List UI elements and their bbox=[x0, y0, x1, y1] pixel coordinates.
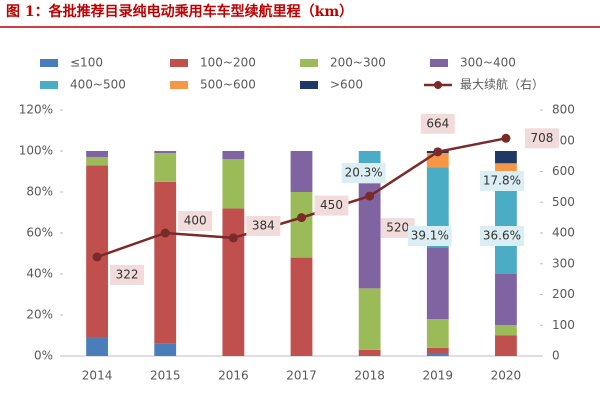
legend-swatch bbox=[430, 59, 448, 67]
value-label-bg bbox=[246, 215, 281, 236]
line-marker bbox=[501, 133, 511, 143]
value-label: 400 bbox=[184, 214, 207, 228]
x-tick-label: 2019 bbox=[423, 369, 454, 383]
bar-segment bbox=[290, 257, 313, 356]
annotation-bg bbox=[479, 226, 524, 246]
annotation: 20.3% bbox=[345, 166, 383, 180]
y2-tick-label: 300 bbox=[552, 256, 575, 270]
bar-segment bbox=[154, 153, 177, 182]
legend-label: 300~400 bbox=[460, 56, 516, 70]
value-label-bg bbox=[314, 195, 349, 216]
annotation-bg bbox=[479, 171, 524, 191]
x-tick-label: 2020 bbox=[491, 369, 522, 383]
legend-swatch bbox=[170, 81, 188, 89]
annotation: 39.1% bbox=[411, 229, 449, 243]
bar-segment bbox=[495, 274, 517, 326]
y-tick-label: 120% bbox=[19, 103, 53, 117]
y2-tick-label: 800 bbox=[552, 103, 575, 117]
line-marker bbox=[228, 233, 238, 243]
line-marker bbox=[92, 252, 102, 262]
legend-marker bbox=[434, 81, 442, 89]
bar-segment bbox=[154, 151, 177, 154]
line-marker bbox=[160, 228, 170, 238]
x-tick-label: 2015 bbox=[150, 369, 181, 383]
line-marker bbox=[433, 147, 443, 157]
value-label: 450 bbox=[320, 198, 343, 212]
y2-tick-label: 200 bbox=[552, 287, 575, 301]
bar-segment bbox=[86, 165, 108, 338]
bar-segment bbox=[426, 353, 449, 356]
x-tick-label: 2018 bbox=[354, 369, 385, 383]
bar-segment bbox=[358, 288, 381, 350]
legend-label: ≤100 bbox=[70, 56, 103, 70]
y2-tick-label: 600 bbox=[552, 164, 575, 178]
value-label-bg bbox=[178, 211, 213, 231]
line-marker bbox=[365, 191, 375, 201]
bar-segment bbox=[154, 181, 177, 344]
annotation-bg bbox=[341, 163, 386, 183]
value-label-bg bbox=[524, 128, 559, 149]
value-label: 384 bbox=[252, 218, 275, 232]
legend-label: 200~300 bbox=[330, 56, 386, 70]
legend-swatch bbox=[300, 81, 318, 89]
bar-segment bbox=[358, 183, 381, 289]
y-tick-label: 80% bbox=[26, 185, 53, 199]
legend-label: 400~500 bbox=[70, 78, 126, 92]
legend-label: >600 bbox=[330, 78, 363, 92]
bar-segment bbox=[222, 208, 245, 356]
value-label: 664 bbox=[426, 116, 449, 130]
bar-segment bbox=[495, 163, 517, 172]
legend-label: 500~600 bbox=[200, 78, 256, 92]
bar-segment bbox=[426, 347, 449, 354]
x-tick-label: 2014 bbox=[82, 369, 113, 383]
legend-swatch bbox=[300, 59, 318, 67]
y-tick-label: 60% bbox=[26, 226, 53, 240]
bar-segment bbox=[154, 343, 177, 356]
bar-segment bbox=[86, 337, 108, 356]
x-tick-label: 2016 bbox=[218, 369, 249, 383]
value-label: 322 bbox=[116, 267, 139, 281]
value-label-bg bbox=[110, 264, 145, 285]
y-tick-label: 40% bbox=[26, 267, 53, 281]
y2-tick-label: 100 bbox=[552, 318, 575, 332]
value-label-bg bbox=[420, 113, 455, 134]
bar-segment bbox=[290, 192, 313, 258]
bar-segment bbox=[495, 171, 517, 274]
value-label: 520 bbox=[386, 221, 409, 235]
bar-segment bbox=[426, 247, 449, 320]
y2-tick-label: 0 bbox=[552, 349, 560, 363]
bar-segment bbox=[222, 151, 245, 160]
bar-segment bbox=[86, 157, 108, 166]
legend-label: 最大续航（右） bbox=[460, 77, 544, 92]
legend-swatch bbox=[40, 59, 58, 67]
bar-segment bbox=[426, 319, 449, 348]
annotation: 17.8% bbox=[483, 174, 521, 188]
value-label-bg bbox=[380, 218, 415, 239]
bar-segment bbox=[222, 159, 245, 209]
x-tick-label: 2017 bbox=[286, 369, 317, 383]
annotation-bg bbox=[407, 226, 452, 246]
chart-title: 图 1：各批推荐目录纯电动乘用车车型续航里程（km） bbox=[6, 3, 353, 20]
line-marker bbox=[297, 213, 306, 223]
value-label: 708 bbox=[530, 131, 553, 145]
annotation: 36.6% bbox=[483, 229, 521, 243]
y2-tick-label: 500 bbox=[552, 195, 575, 209]
y-tick-label: 100% bbox=[19, 144, 53, 158]
bar-segment bbox=[495, 335, 517, 356]
bar-segment bbox=[358, 349, 381, 356]
bar-segment bbox=[495, 325, 517, 336]
legend-swatch bbox=[40, 81, 58, 89]
legend-swatch bbox=[170, 59, 188, 67]
y2-tick-label: 400 bbox=[552, 226, 575, 240]
bar-segment bbox=[495, 151, 517, 164]
legend-label: 100~200 bbox=[200, 56, 256, 70]
bar-segment bbox=[86, 151, 108, 158]
bar-segment bbox=[290, 151, 313, 192]
y-tick-label: 20% bbox=[26, 308, 53, 322]
y-tick-label: 0% bbox=[34, 349, 53, 363]
